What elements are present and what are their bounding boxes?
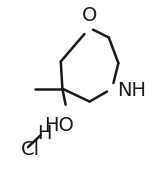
Text: HO: HO	[44, 116, 74, 135]
Text: NH: NH	[117, 81, 146, 100]
Text: Cl: Cl	[21, 140, 40, 159]
Text: H: H	[37, 124, 51, 143]
Text: O: O	[82, 6, 97, 25]
